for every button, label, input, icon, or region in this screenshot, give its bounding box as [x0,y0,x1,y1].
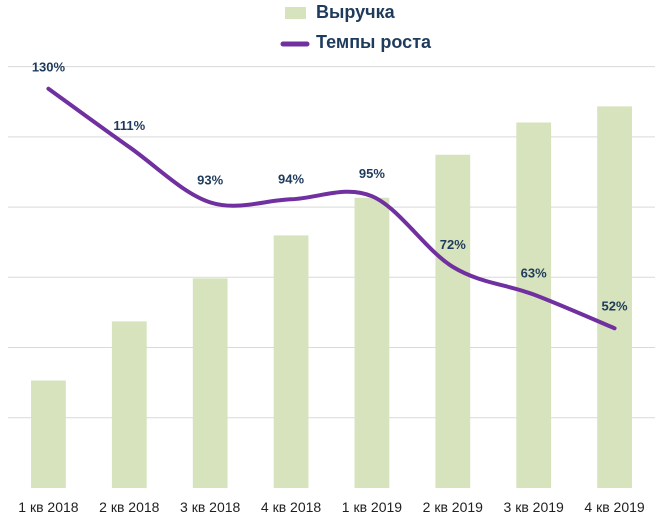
bar-3 [192,278,228,488]
data-label-3: 93% [197,172,223,187]
data-label-5: 95% [359,166,385,181]
growth-rate-line [46,86,617,331]
grid-layer [8,66,655,419]
legend: Выручка Темпы роста [280,2,432,52]
data-labels-layer: 130% 111% 93% 94% 95% 72% 63% 52% [32,60,628,314]
data-label-4: 94% [278,171,304,186]
line-layer [46,86,617,331]
data-label-7: 63% [521,266,547,281]
x-tick-label-3: 3 кв 2018 [180,499,240,515]
x-tick-label-7: 3 кв 2019 [504,499,564,515]
bar-5 [354,197,390,488]
x-tick-label-8: 4 кв 2019 [584,499,644,515]
x-tick-label-5: 1 кв 2019 [342,499,402,515]
bar-4 [273,235,309,488]
data-label-2: 111% [113,118,145,133]
bar-2 [111,321,147,488]
legend-line-label: Темпы роста [316,32,432,52]
x-tick-label-1: 1 кв 2018 [18,499,78,515]
legend-bar-label: Выручка [316,2,396,22]
bar-7 [516,122,552,488]
data-label-8: 52% [602,298,628,313]
legend-bar-swatch [285,7,306,19]
bars-layer [31,106,632,488]
data-label-1: 130% [32,60,66,75]
bar-8 [597,106,632,488]
bar-1 [31,380,66,488]
x-tick-label-4: 4 кв 2018 [261,499,321,515]
data-label-6: 72% [440,237,466,252]
x-axis-ticks: 1 кв 2018 2 кв 2018 3 кв 2018 4 кв 2018 1 кв… [18,499,645,515]
x-tick-label-6: 2 кв 2019 [423,499,483,515]
x-tick-label-2: 2 кв 2018 [99,499,159,515]
bar-6 [435,154,471,488]
